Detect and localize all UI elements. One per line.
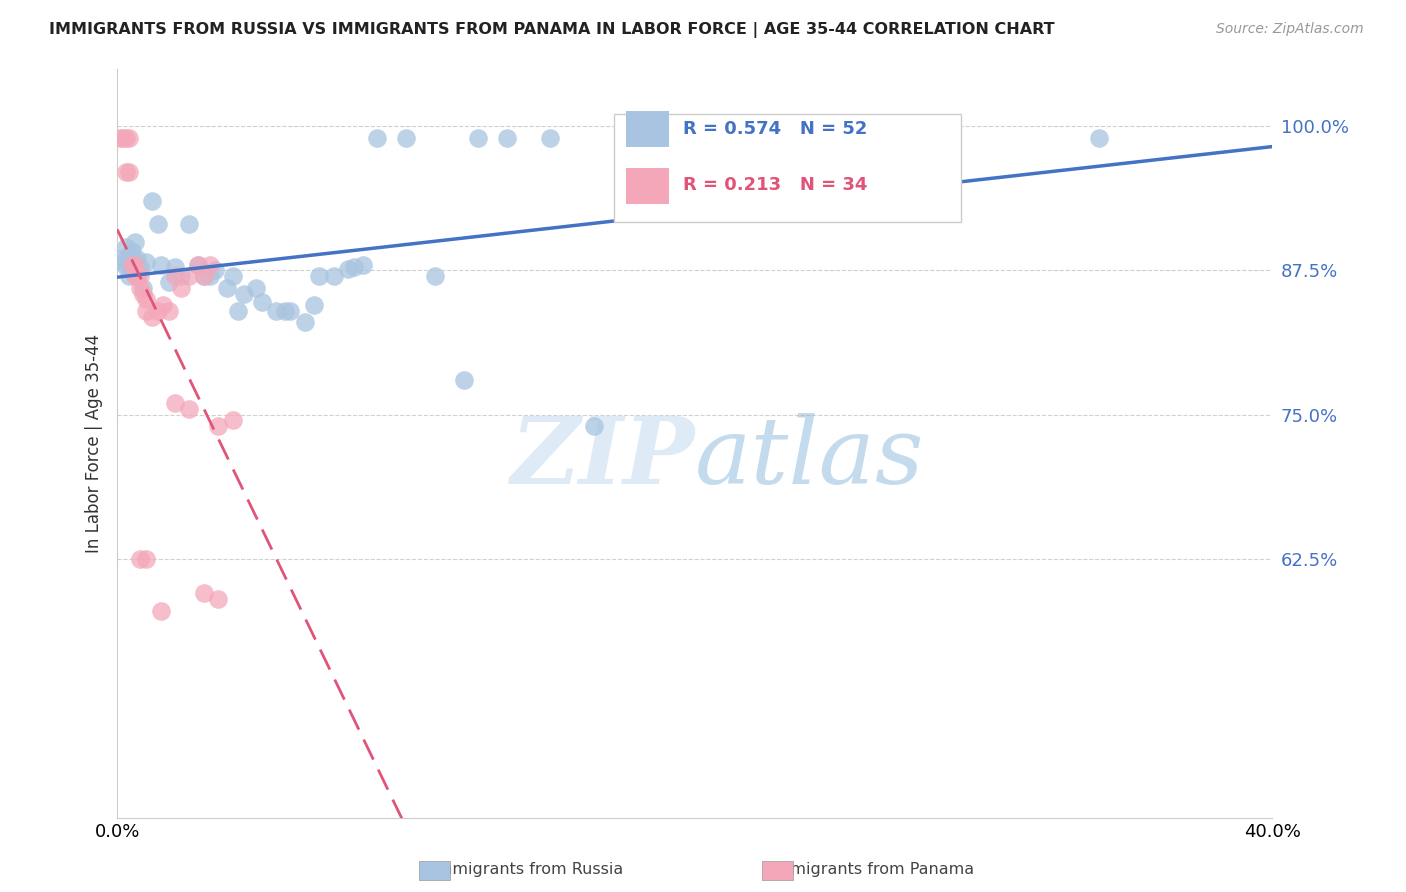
Point bbox=[118, 248, 141, 262]
Point bbox=[115, 240, 138, 254]
Point bbox=[127, 252, 149, 266]
Point bbox=[308, 269, 330, 284]
Point bbox=[582, 419, 605, 434]
Point bbox=[250, 294, 273, 309]
Point bbox=[1088, 130, 1111, 145]
Point bbox=[179, 269, 201, 284]
Point bbox=[467, 130, 489, 145]
Point bbox=[538, 130, 561, 145]
Point bbox=[132, 281, 155, 295]
Point bbox=[302, 298, 325, 312]
Point bbox=[135, 255, 157, 269]
Text: IMMIGRANTS FROM RUSSIA VS IMMIGRANTS FROM PANAMA IN LABOR FORCE | AGE 35-44 CORR: IMMIGRANTS FROM RUSSIA VS IMMIGRANTS FRO… bbox=[49, 22, 1054, 38]
Point bbox=[121, 244, 143, 258]
Point bbox=[129, 281, 152, 295]
Point bbox=[163, 396, 186, 410]
Point bbox=[115, 260, 138, 274]
Point bbox=[193, 269, 215, 284]
Point bbox=[152, 298, 174, 312]
Point bbox=[108, 130, 131, 145]
Point bbox=[683, 130, 706, 145]
Point bbox=[163, 260, 186, 274]
Point bbox=[395, 130, 418, 145]
Point bbox=[115, 130, 138, 145]
Point bbox=[273, 303, 295, 318]
Point bbox=[337, 262, 360, 277]
Point bbox=[343, 260, 366, 274]
Point bbox=[366, 130, 388, 145]
Point bbox=[127, 269, 149, 284]
Point bbox=[215, 281, 238, 295]
Point bbox=[179, 401, 201, 416]
Y-axis label: In Labor Force | Age 35-44: In Labor Force | Age 35-44 bbox=[86, 334, 103, 553]
Point bbox=[496, 130, 519, 145]
Point bbox=[294, 315, 316, 329]
Point bbox=[157, 303, 180, 318]
Point bbox=[124, 235, 146, 249]
Point bbox=[132, 286, 155, 301]
Point bbox=[111, 255, 134, 269]
Point bbox=[198, 269, 221, 284]
Text: R = 0.574   N = 52: R = 0.574 N = 52 bbox=[683, 120, 868, 137]
Point bbox=[115, 165, 138, 179]
Point bbox=[170, 269, 193, 284]
Point bbox=[352, 258, 374, 272]
Point bbox=[118, 165, 141, 179]
Point bbox=[228, 303, 250, 318]
Text: atlas: atlas bbox=[695, 414, 924, 503]
Point bbox=[118, 269, 141, 284]
Point bbox=[124, 269, 146, 284]
Point bbox=[141, 194, 163, 209]
Point bbox=[207, 592, 229, 607]
Point bbox=[146, 217, 169, 231]
Point bbox=[135, 552, 157, 566]
Point bbox=[149, 604, 172, 618]
Point bbox=[193, 586, 215, 600]
Point bbox=[193, 269, 215, 284]
Point bbox=[207, 419, 229, 434]
Point bbox=[245, 281, 267, 295]
Point bbox=[163, 269, 186, 284]
Point bbox=[135, 293, 157, 307]
Point bbox=[127, 269, 149, 284]
Point bbox=[204, 263, 226, 277]
Point bbox=[129, 260, 152, 274]
Point bbox=[121, 263, 143, 277]
Point bbox=[280, 303, 302, 318]
Point bbox=[187, 258, 209, 272]
Point bbox=[233, 286, 256, 301]
FancyBboxPatch shape bbox=[614, 113, 960, 222]
Point bbox=[179, 217, 201, 231]
Point bbox=[157, 275, 180, 289]
Point bbox=[108, 252, 131, 266]
Point bbox=[423, 269, 446, 284]
Point bbox=[149, 258, 172, 272]
Point bbox=[222, 413, 245, 427]
Text: ZIP: ZIP bbox=[510, 414, 695, 503]
Point bbox=[135, 303, 157, 318]
Text: Source: ZipAtlas.com: Source: ZipAtlas.com bbox=[1216, 22, 1364, 37]
Text: Immigrants from Russia: Immigrants from Russia bbox=[432, 863, 623, 877]
Point bbox=[124, 258, 146, 272]
Point bbox=[187, 258, 209, 272]
Point bbox=[170, 281, 193, 295]
Point bbox=[146, 303, 169, 318]
Text: Immigrants from Panama: Immigrants from Panama bbox=[769, 863, 974, 877]
Point bbox=[121, 258, 143, 272]
Point bbox=[111, 130, 134, 145]
Point bbox=[322, 269, 344, 284]
Point bbox=[129, 552, 152, 566]
Point bbox=[198, 258, 221, 272]
FancyBboxPatch shape bbox=[626, 112, 669, 147]
Point bbox=[264, 303, 287, 318]
Text: R = 0.213   N = 34: R = 0.213 N = 34 bbox=[683, 176, 868, 194]
Point bbox=[118, 130, 141, 145]
Point bbox=[141, 310, 163, 324]
Point bbox=[222, 269, 245, 284]
Point bbox=[124, 258, 146, 272]
Point bbox=[129, 269, 152, 284]
Point bbox=[453, 373, 475, 387]
FancyBboxPatch shape bbox=[626, 168, 669, 203]
